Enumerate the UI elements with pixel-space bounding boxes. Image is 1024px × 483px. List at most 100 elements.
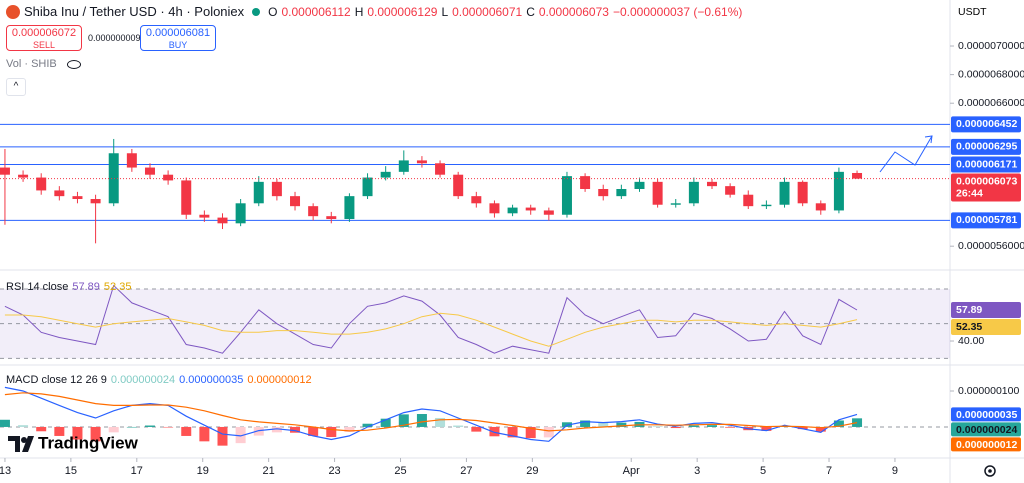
macd-histogram-bar — [670, 426, 681, 429]
macd-title: MACD close 12 26 9 — [6, 374, 107, 386]
macd-histogram-bar — [725, 426, 736, 428]
sell-button[interactable]: 0.000006072 SELL — [6, 25, 82, 51]
candle-body — [362, 177, 373, 197]
macd-histogram-bar — [598, 422, 609, 427]
candle-body — [398, 160, 409, 172]
macd-last-label: 0.000000024 — [956, 424, 1017, 436]
candle-body — [670, 203, 681, 205]
currency: USDT — [958, 6, 987, 18]
candle-body — [489, 203, 500, 214]
candle-body — [797, 181, 808, 204]
settings-icon[interactable] — [984, 465, 996, 477]
level-label-bg — [951, 156, 1021, 173]
macd-line — [4, 392, 858, 432]
buy-label: BUY — [168, 40, 188, 50]
rsi-last-label-bg — [951, 318, 1021, 335]
macd-histogram-bar — [199, 426, 210, 442]
macd-histogram-bar — [815, 426, 826, 432]
y-tick-label: 0.000000100 — [958, 385, 1019, 397]
candle-body — [543, 210, 554, 215]
ohlc-label: O — [268, 4, 278, 19]
buy-price: 0.000006081 — [145, 27, 211, 39]
macd-histogram-bar — [398, 414, 409, 427]
candle-body — [453, 174, 464, 197]
logo: TradingView — [8, 433, 139, 452]
macd-histogram-bar — [435, 417, 446, 427]
macd-histogram-bar — [271, 426, 282, 433]
candle-body — [90, 199, 101, 204]
macd-histogram-bar — [761, 426, 772, 431]
ohlc-value: 0.000006129 — [367, 4, 438, 19]
spread-value: 0.000000009 — [88, 33, 141, 43]
x-tick-label: 13 — [0, 465, 11, 477]
rsi-ma-value: 52.35 — [103, 281, 132, 293]
y-tick-label: 0.0000068000 — [958, 68, 1024, 80]
candle-body — [815, 203, 826, 211]
x-tick-label: 3 — [694, 465, 700, 477]
macd-histogram-bar — [36, 426, 47, 432]
gear[interactable] — [984, 465, 996, 477]
macd-histogram-bar — [163, 426, 174, 428]
change: −0.000000037 (−0.61%) — [612, 4, 743, 19]
collapse-button[interactable]: ^ — [6, 78, 26, 96]
ohlc-value: 0.000006073 — [538, 4, 609, 19]
level-label-bg — [951, 116, 1021, 133]
candle-body — [290, 196, 301, 207]
candle-body — [344, 196, 355, 220]
last-price-label-bg — [951, 173, 1021, 202]
macd-histogram-bar — [688, 425, 699, 427]
macd-histogram-bar — [0, 419, 10, 427]
x-tick-label: 9 — [892, 465, 898, 477]
rsi-last-label: 57.89 — [956, 304, 982, 316]
candle-body — [507, 207, 518, 214]
y-tick-label: 40.00 — [958, 335, 984, 347]
macd-last-label-bg — [951, 407, 1021, 422]
last-price-label: 0.000006073 — [956, 175, 1017, 187]
rsi-last-label-bg — [951, 301, 1021, 318]
macd-last-label-bg — [951, 422, 1021, 437]
macd-histogram-bar — [833, 420, 844, 427]
level-label: 0.000006295 — [956, 141, 1017, 153]
macd-histogram-bar — [54, 426, 65, 436]
ohlc-value: 0.000006071 — [452, 4, 523, 19]
candle-body — [743, 194, 754, 207]
visibility-icon[interactable] — [66, 59, 81, 69]
volume-label: Vol · SHIB — [6, 58, 57, 70]
candle-body — [707, 181, 718, 187]
x-tick-label: 27 — [460, 465, 472, 477]
market-status — [252, 7, 261, 16]
candle-body — [435, 163, 446, 175]
macd-histogram-bar — [707, 425, 718, 427]
candle-body — [54, 190, 65, 197]
candle-body — [380, 171, 391, 178]
ohlc-label: L — [441, 4, 449, 19]
candle-body — [217, 217, 228, 224]
candle-body — [580, 176, 591, 190]
candle-body — [471, 196, 482, 204]
candle-body — [144, 167, 155, 175]
macd-histogram-bar — [326, 426, 337, 438]
symbol-icon — [6, 4, 20, 19]
macd-histogram-bar — [489, 426, 500, 437]
candle-body — [616, 189, 627, 197]
rsi-title: RSI 14 close — [6, 281, 69, 293]
sell-label: SELL — [32, 40, 56, 50]
candle-body — [308, 206, 319, 217]
macd-histogram-bar — [18, 425, 29, 427]
symbol-header: Shiba Inu / Tether USD · 4h · Poloniex O… — [6, 4, 742, 19]
macd-histogram-bar — [543, 426, 554, 438]
candle-body — [561, 176, 572, 215]
x-tick-label: 23 — [328, 465, 340, 477]
x-tick-label: 29 — [526, 465, 538, 477]
ohlc-label: H — [354, 4, 364, 19]
macd-last-label: 0.000000035 — [956, 409, 1017, 421]
macd-histogram-bar — [72, 426, 83, 440]
macd-histogram-bar — [217, 426, 228, 446]
candle-body — [761, 204, 772, 207]
symbol-title[interactable]: Shiba Inu / Tether USD · 4h · Poloniex — [24, 4, 245, 19]
level-label: 0.000006171 — [956, 158, 1017, 170]
candle-body — [525, 207, 536, 211]
buy-button[interactable]: 0.000006081 BUY — [140, 25, 216, 51]
